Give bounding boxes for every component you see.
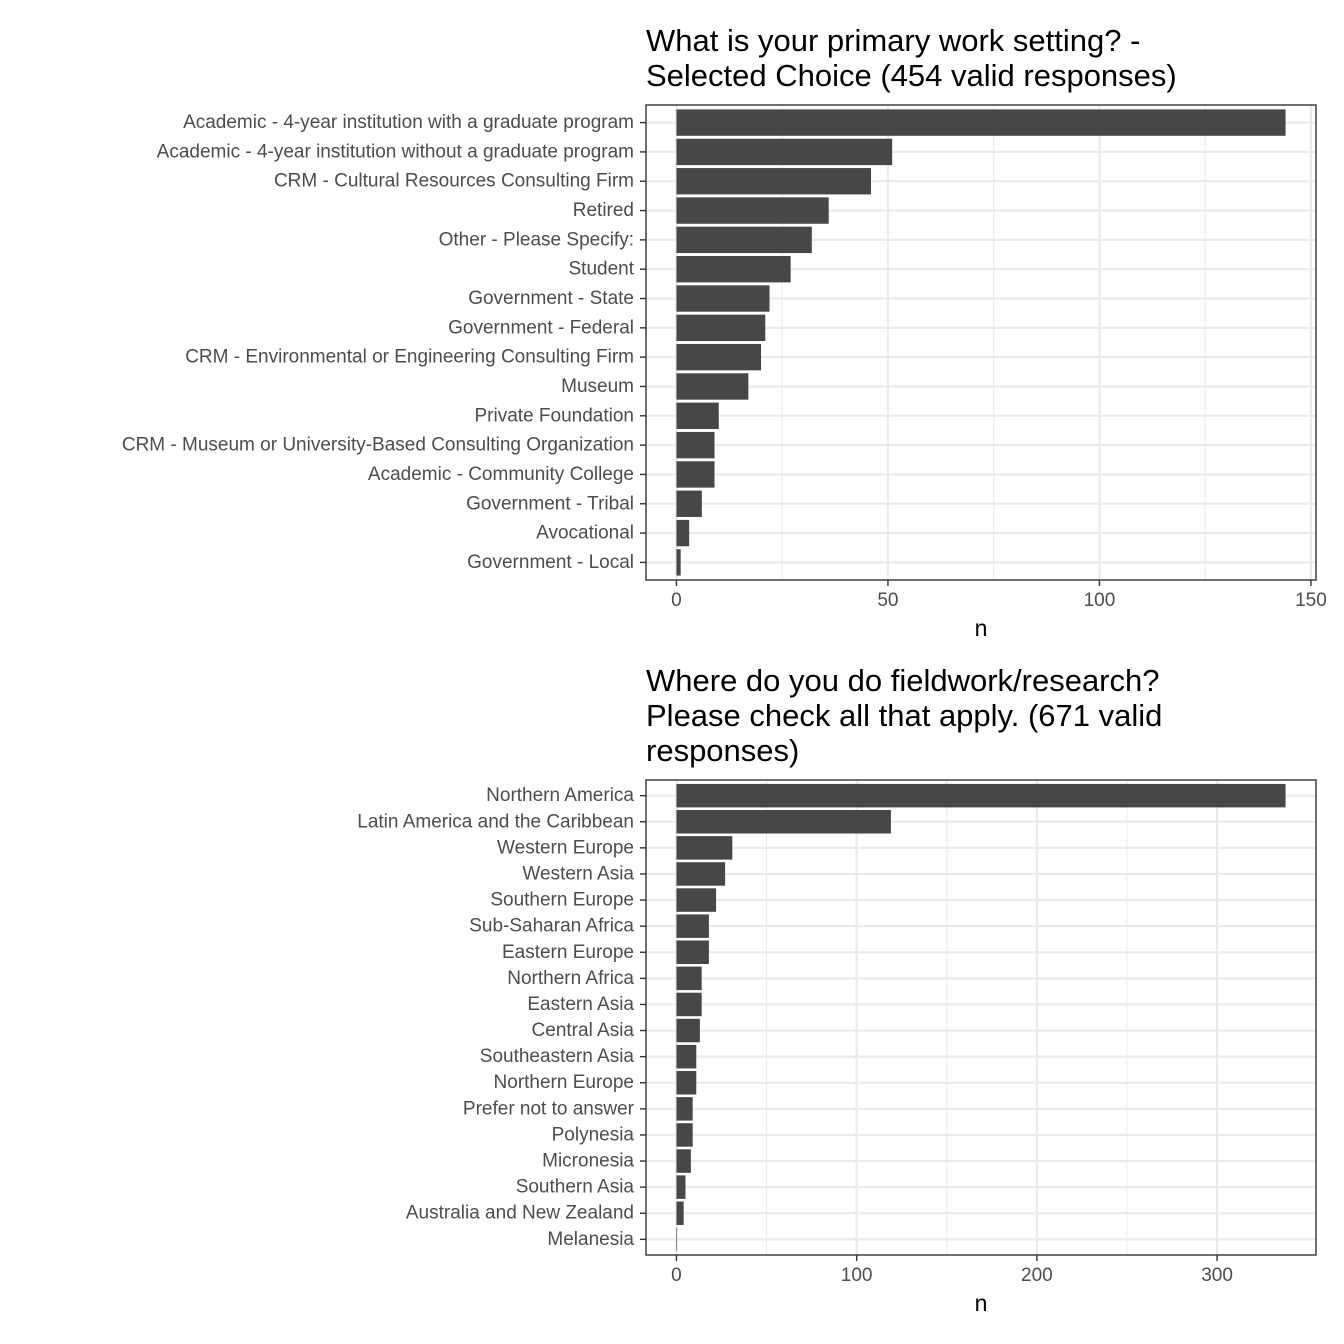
x-axis-title: n: [975, 1290, 988, 1316]
bar-11: [676, 1044, 697, 1069]
category-label: Government - State: [468, 288, 634, 309]
x-tick-label: 0: [671, 1265, 682, 1286]
category-label: Central Asia: [532, 1020, 635, 1041]
bar-8: [676, 966, 702, 991]
category-label: Sub-Saharan Africa: [469, 916, 634, 937]
bar-3: [676, 168, 872, 195]
bar-18: [676, 1227, 678, 1252]
chart-1-plot: Academic - 4-year institution with a gra…: [122, 104, 1327, 641]
category-label: Polynesia: [552, 1124, 635, 1145]
category-label: Western Asia: [522, 863, 634, 884]
x-tick-label: 100: [1084, 590, 1116, 611]
category-label: Micronesia: [542, 1151, 634, 1172]
x-tick-label: 0: [671, 590, 682, 611]
bar-4: [676, 862, 726, 886]
bar-5: [676, 888, 717, 912]
bar-9: [676, 992, 702, 1017]
category-label: Southern Europe: [490, 890, 634, 911]
x-tick-label: 300: [1201, 1265, 1233, 1286]
category-label: Government - Local: [467, 552, 634, 573]
bar-7: [676, 940, 709, 964]
bar-6: [676, 256, 791, 283]
category-label: CRM - Museum or University-Based Consult…: [122, 435, 634, 456]
bar-10: [676, 373, 749, 400]
x-tick-label: 100: [841, 1265, 873, 1286]
category-label: Government - Federal: [448, 317, 634, 338]
category-label: Student: [569, 259, 635, 280]
category-label: Retired: [573, 200, 634, 221]
category-label: CRM - Cultural Resources Consulting Firm: [274, 171, 634, 192]
category-label: CRM - Environmental or Engineering Consu…: [185, 347, 634, 368]
bar-9: [676, 343, 762, 371]
bar-2: [676, 810, 891, 834]
chart-2-title: Where do you do fieldwork/research? Plea…: [646, 663, 1163, 768]
category-label: Northern Africa: [507, 968, 634, 989]
category-label: Government - Tribal: [466, 493, 634, 514]
category-label: Private Foundation: [475, 405, 635, 426]
x-tick-label: 50: [877, 590, 898, 611]
bar-16: [676, 549, 681, 576]
bar-17: [676, 1201, 684, 1225]
category-label: Northern Europe: [494, 1072, 634, 1093]
category-label: Latin America and the Caribbean: [357, 811, 634, 832]
bar-5: [676, 226, 812, 254]
category-label: Australia and New Zealand: [406, 1203, 634, 1224]
bar-2: [676, 138, 893, 166]
panel-background: [646, 780, 1316, 1255]
chart-2-plot: Northern America Latin America and the Ca…: [357, 779, 1317, 1316]
bar-13: [676, 461, 715, 488]
bar-8: [676, 314, 766, 342]
bar-12: [676, 1071, 697, 1095]
x-axis-title: n: [975, 615, 988, 641]
category-label: Prefer not to answer: [463, 1098, 635, 1119]
bar-16: [676, 1175, 686, 1199]
bar-7: [676, 285, 770, 312]
category-label: Eastern Asia: [527, 994, 634, 1015]
category-label: Melanesia: [547, 1229, 634, 1250]
bar-15: [676, 1149, 691, 1173]
chart-1-title: What is your primary work setting? - Sel…: [646, 23, 1177, 93]
category-label: Academic - 4-year institution with a gra…: [183, 112, 634, 133]
bar-11: [676, 402, 719, 429]
bar-1: [676, 109, 1286, 136]
bar-3: [676, 836, 733, 860]
category-label: Southeastern Asia: [480, 1046, 635, 1067]
bar-15: [676, 519, 690, 547]
bar-10: [676, 1018, 700, 1043]
bar-14: [676, 1123, 693, 1147]
bar-1: [676, 783, 1286, 808]
bar-4: [676, 197, 829, 224]
bar-13: [676, 1097, 693, 1121]
panel-border: [645, 104, 1317, 581]
category-label: Museum: [561, 376, 634, 397]
x-tick-label: 200: [1021, 1265, 1053, 1286]
category-label: Northern America: [486, 785, 634, 806]
x-tick-label: 150: [1295, 590, 1327, 611]
bar-6: [676, 914, 709, 938]
category-label: Eastern Europe: [502, 942, 634, 963]
category-label: Western Europe: [497, 837, 634, 858]
category-label: Avocational: [536, 523, 634, 544]
bar-14: [676, 490, 702, 517]
bar-12: [676, 431, 715, 459]
panel-border: [645, 779, 1317, 1256]
category-label: Academic - Community College: [368, 464, 634, 485]
category-label: Academic - 4-year institution without a …: [157, 141, 634, 162]
category-label: Other - Please Specify:: [439, 229, 634, 250]
category-label: Southern Asia: [516, 1177, 635, 1198]
